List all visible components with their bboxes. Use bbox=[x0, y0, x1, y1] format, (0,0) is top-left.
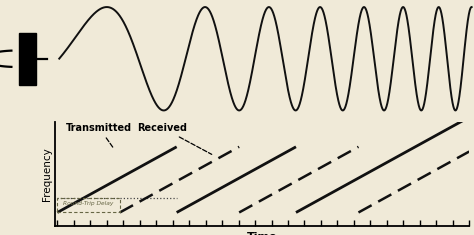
Text: Received: Received bbox=[137, 123, 212, 154]
X-axis label: Time: Time bbox=[246, 232, 277, 235]
Y-axis label: Frequency: Frequency bbox=[42, 147, 52, 201]
Bar bbox=[57, 198, 120, 212]
Bar bbox=[19, 33, 36, 85]
Text: Round-Trip Delay: Round-Trip Delay bbox=[64, 201, 114, 206]
Text: Transmitted: Transmitted bbox=[66, 123, 132, 148]
